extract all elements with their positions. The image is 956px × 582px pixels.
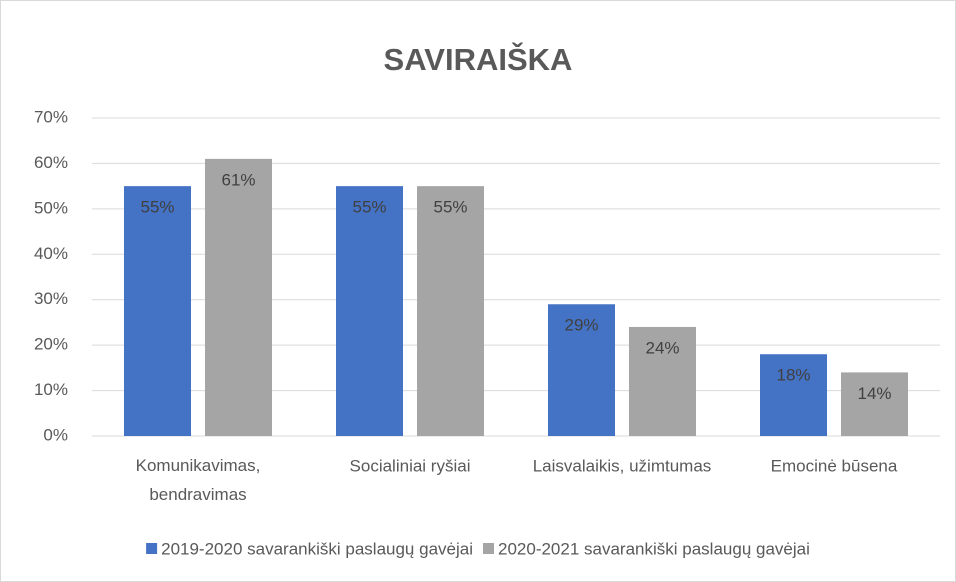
bar: [205, 158, 272, 436]
bar: [336, 186, 403, 436]
x-tick-label: Laisvalaikis, užimtumas: [533, 456, 712, 475]
y-tick-label: 20%: [34, 335, 68, 354]
value-label: 55%: [433, 198, 467, 217]
y-tick-label: 70%: [34, 107, 68, 126]
value-label: 55%: [352, 198, 386, 217]
value-label: 18%: [776, 366, 810, 385]
x-tick-label: Komunikavimas, bendravimas: [136, 456, 261, 504]
y-tick-label: 50%: [34, 198, 68, 217]
bar: [548, 304, 615, 436]
bar: [629, 326, 696, 436]
y-tick-label: 60%: [34, 153, 68, 172]
legend-swatch: [483, 543, 494, 554]
bar: [760, 354, 827, 436]
legend-swatch: [146, 543, 158, 554]
value-label: 55%: [140, 198, 174, 217]
bar: [417, 186, 484, 436]
legend-label: 2020-2021 savarankiški paslaugų gavėjai: [498, 539, 810, 558]
value-label: 14%: [857, 384, 891, 403]
value-label: 29%: [564, 316, 598, 335]
bar: [124, 186, 191, 436]
value-label: 61%: [221, 170, 255, 189]
x-tick-label: Emocinė būsena: [771, 456, 898, 475]
y-tick-label: 40%: [34, 244, 68, 263]
x-tick-label: Socialiniai ryšiai: [350, 456, 471, 475]
y-tick-label: 0%: [43, 425, 68, 444]
y-tick-label: 30%: [34, 289, 68, 308]
value-label: 24%: [645, 338, 679, 357]
legend-label: 2019-2020 savarankiški paslaugų gavėjai: [161, 539, 473, 558]
chart-title: SAVIRAIŠKA: [384, 41, 573, 77]
y-tick-label: 10%: [34, 380, 68, 399]
bar: [841, 372, 908, 436]
